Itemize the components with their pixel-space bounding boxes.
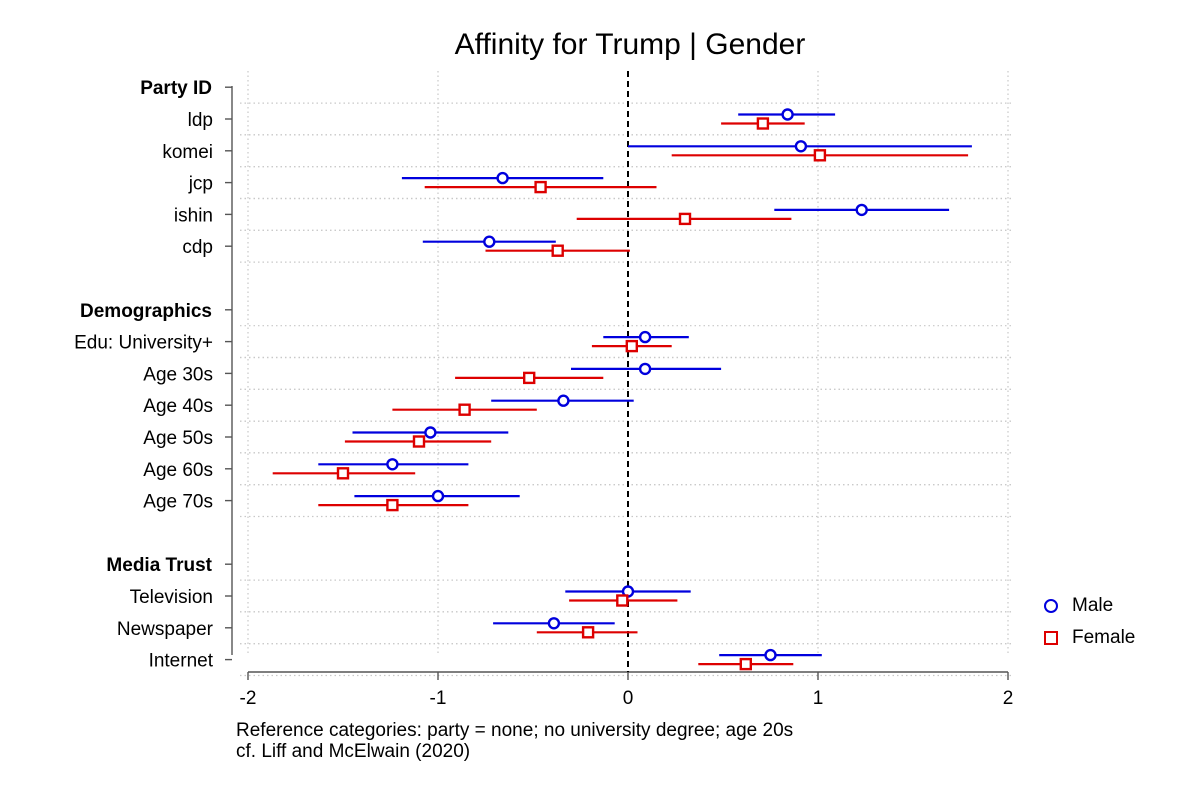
x-tick-label: -1: [430, 688, 447, 709]
x-tick-label: -2: [240, 688, 257, 709]
male-point-edu-university: [638, 330, 652, 344]
y-tick-label-edu-university: Edu: University+: [74, 333, 213, 354]
y-tick-label-ishin: ishin: [174, 205, 213, 226]
male-point-age-60s: [386, 458, 399, 471]
footnote-citation: cf. Liff and McElwain (2020): [236, 741, 471, 762]
footnote-reference: Reference categories: party = none; no u…: [236, 720, 794, 741]
y-tick-label-age-30s: Age 30s: [143, 364, 213, 385]
x-tick-label: 1: [813, 688, 824, 709]
female-point-ldp: [756, 117, 770, 130]
y-tick-label-age-40s: Age 40s: [143, 396, 213, 417]
x-tick-label: 0: [623, 688, 634, 709]
male-point-newspaper: [547, 617, 561, 630]
y-tick-label-newspaper: Newspaper: [117, 619, 214, 640]
y-tick-label-age-70s: Age 70s: [143, 492, 213, 513]
y-tick-label-television: Television: [130, 587, 213, 608]
y-tick-label-age-60s: Age 60s: [143, 460, 213, 481]
chart-title: Affinity for Trump | Gender: [454, 28, 806, 61]
y-tick-label-age-50s: Age 50s: [143, 428, 213, 449]
male-point-age-40s: [557, 394, 570, 407]
group-header-media-trust: Media Trust: [106, 555, 212, 576]
legend-male-label: Male: [1072, 595, 1114, 616]
female-point-age-40s: [458, 403, 471, 416]
legend-female: Female: [1044, 627, 1135, 649]
axis-layer: Party ID Demographics Media Trust ldp komei j…: [74, 71, 1013, 709]
female-point-edu-university: [625, 339, 638, 353]
female-point-age-70s: [386, 498, 399, 512]
marks-layer: [272, 108, 972, 671]
female-point-ishin: [678, 212, 692, 226]
male-point-jcp: [496, 171, 509, 185]
x-tick-label: 2: [1003, 688, 1014, 709]
female-point-age-50s: [412, 435, 426, 448]
legend-male-circle-icon: [1044, 599, 1058, 613]
male-point-ishin: [855, 203, 868, 217]
male-point-cdp: [483, 235, 496, 248]
female-point-internet: [739, 657, 752, 671]
male-point-age-30s: [638, 362, 652, 376]
legend-male: Male: [1044, 595, 1113, 617]
female-point-television: [616, 594, 629, 607]
y-tick-label-internet: Internet: [149, 651, 214, 672]
y-tick-label-komei: komei: [162, 142, 213, 163]
female-point-jcp: [534, 180, 547, 194]
male-point-age-70s: [431, 489, 445, 503]
y-tick-label-jcp: jcp: [188, 174, 213, 195]
legend-female-label: Female: [1072, 627, 1136, 648]
male-point-komei: [794, 140, 808, 153]
female-point-age-30s: [523, 371, 536, 385]
group-header-demographics: Demographics: [80, 301, 212, 322]
male-point-ldp: [781, 108, 794, 121]
legend-female-square-icon: [1044, 631, 1058, 645]
group-header-party-id: Party ID: [140, 78, 212, 99]
female-point-komei: [813, 149, 827, 162]
female-point-newspaper: [581, 626, 595, 639]
y-tick-label-ldp: ldp: [188, 110, 213, 131]
male-point-age-50s: [424, 426, 437, 439]
female-point-cdp: [551, 244, 564, 257]
y-tick-label-cdp: cdp: [182, 237, 213, 258]
female-point-age-60s: [336, 467, 350, 480]
male-point-internet: [764, 648, 777, 662]
